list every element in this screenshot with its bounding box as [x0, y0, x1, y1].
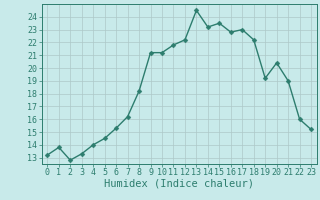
X-axis label: Humidex (Indice chaleur): Humidex (Indice chaleur) [104, 179, 254, 189]
